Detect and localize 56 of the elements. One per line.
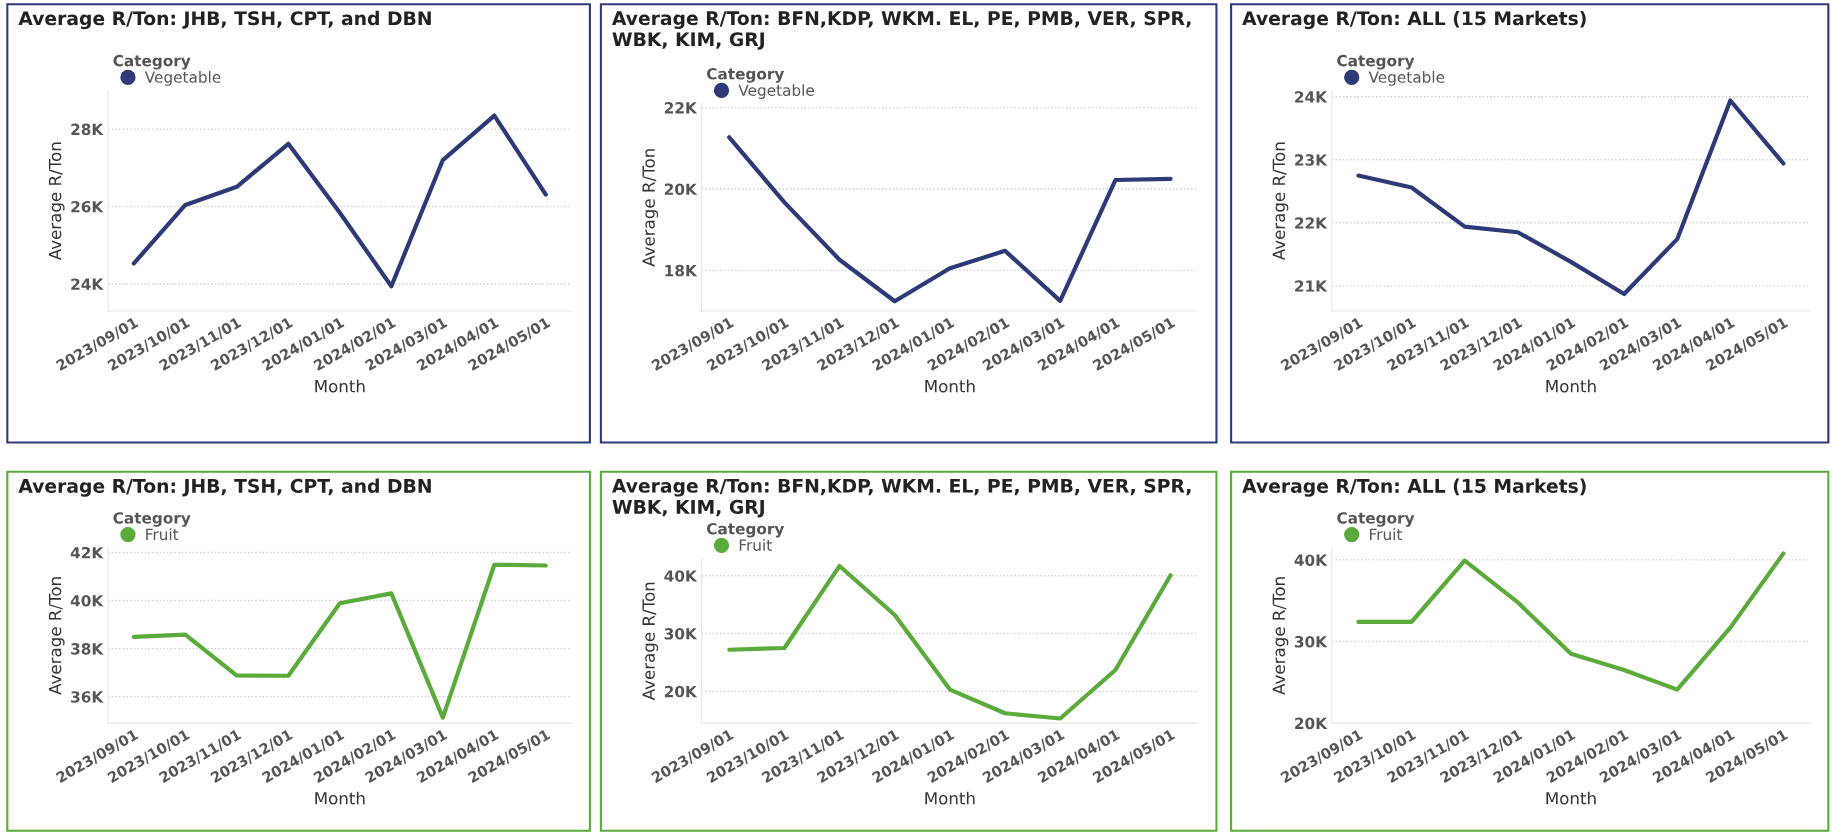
y-axis-title: Average R/Ton (1272, 142, 1289, 261)
y-tick-label: 38K (71, 643, 104, 655)
legend-title: Category (1337, 512, 1415, 527)
legend-label: Vegetable (1368, 71, 1445, 86)
y-tick-label: 24K (1295, 91, 1328, 103)
legend-label: Fruit (1370, 528, 1403, 541)
legend-title: Category (707, 68, 785, 83)
y-tick-label: 20K (664, 685, 698, 698)
y-tick-label: 42K (70, 546, 104, 559)
legend-label: Vegetable (144, 71, 221, 86)
x-axis-title: Month (315, 791, 365, 805)
x-axis-title: Month (925, 379, 975, 393)
y-tick-label: 21K (1295, 280, 1328, 292)
y-tick-label: 23K (1295, 154, 1328, 166)
y-tick-label: 26K (71, 200, 104, 213)
y-tick-label: 40K (1294, 554, 1328, 566)
y-axis-title: Average R/Ton (1272, 577, 1289, 695)
chart-title: Average R/Ton: BFN,KDP, WKM. EL, PE, PMB, VER, SPR, WBK, KIM, GRJ (611, 478, 1191, 518)
chart-title: Average R/Ton: JHB, TSH, CPT, and DBN (18, 10, 431, 30)
x-axis-title: Month (925, 791, 975, 805)
y-axis-title: Average R/Ton (48, 577, 65, 695)
x-axis-title: Month (315, 379, 365, 393)
line-series (727, 135, 1173, 304)
y-tick-label: 22K (1295, 217, 1328, 229)
legend-title: Category (1337, 54, 1415, 70)
line-series (1356, 98, 1786, 297)
legend-title: Category (707, 522, 785, 538)
y-axis-title: Average R/Ton (642, 582, 659, 701)
chart-title: Average R/Ton: ALL (15 Markets) (1242, 10, 1586, 30)
legend-label: Fruit (739, 539, 772, 551)
chart-title: Average R/Ton: JHB, TSH, CPT, and DBN (18, 478, 431, 497)
y-tick-label: 40K (664, 570, 698, 582)
legend-title: Category (113, 54, 191, 70)
legend-label: Fruit (146, 528, 179, 541)
y-axis-title: Average R/Ton (642, 149, 659, 267)
y-tick-label: 28K (71, 123, 104, 136)
y-tick-label: 36K (71, 691, 104, 703)
y-tick-label: 18K (665, 264, 698, 277)
y-tick-label: 30K (1294, 635, 1328, 648)
chart-title: Average R/Ton: ALL (15 Markets) (1242, 478, 1586, 497)
line-series (727, 563, 1173, 721)
y-tick-label: 20K (664, 183, 698, 195)
line-series (1356, 551, 1786, 692)
y-tick-label: 24K (71, 278, 104, 290)
x-axis-title: Month (1546, 791, 1596, 805)
x-axis-title: Month (1546, 379, 1596, 393)
y-tick-label: 40K (70, 595, 104, 607)
legend-title: Category (113, 512, 191, 527)
y-tick-label: 30K (664, 628, 698, 640)
legend-label: Vegetable (738, 84, 814, 99)
line-series (131, 562, 548, 720)
y-tick-label: 22K (664, 102, 698, 114)
y-tick-label: 20K (1295, 717, 1328, 730)
line-series (131, 113, 548, 289)
chart-title: Average R/Ton: BFN,KDP, WKM. EL, PE, PMB, VER, SPR, WBK, KIM, GRJ (611, 11, 1191, 50)
y-axis-title: Average R/Ton (48, 142, 65, 261)
